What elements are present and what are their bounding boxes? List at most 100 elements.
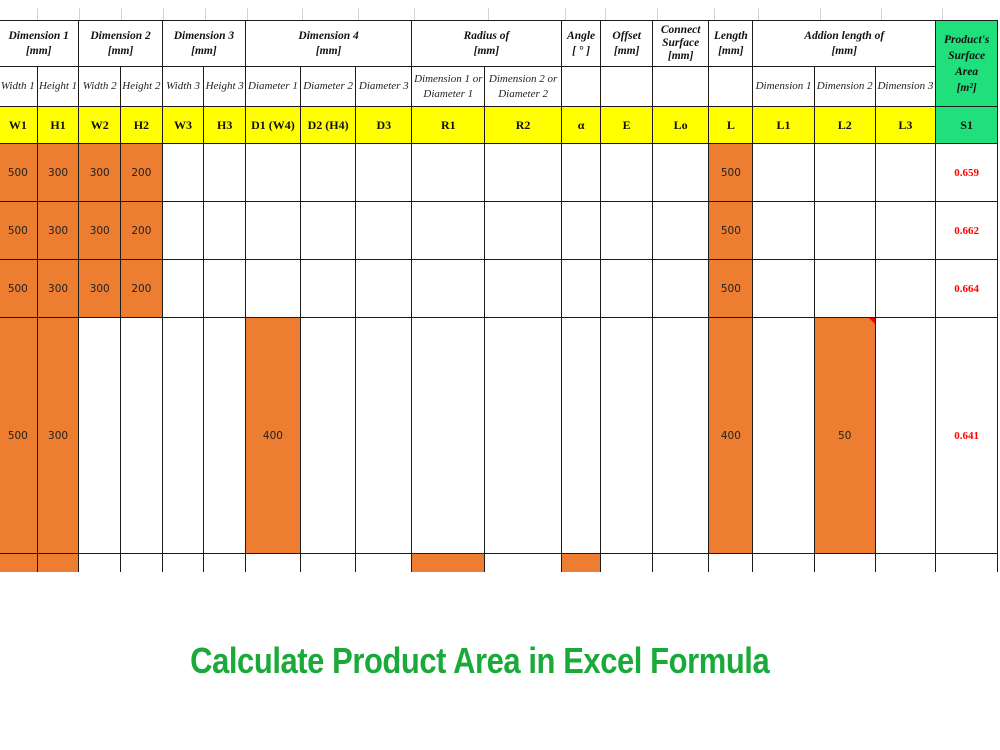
- cell-l1[interactable]: [752, 201, 815, 260]
- cell-d1[interactable]: [245, 259, 301, 318]
- cell-d1[interactable]: [245, 143, 301, 202]
- cell-w2[interactable]: [78, 317, 122, 554]
- cell-h2[interactable]: [120, 553, 163, 572]
- cell-alpha[interactable]: [560, 259, 602, 318]
- sub-diameter-2[interactable]: Diameter 2: [299, 66, 357, 107]
- cell-d3[interactable]: [355, 553, 413, 572]
- code-l3[interactable]: L3: [874, 106, 937, 144]
- code-l1[interactable]: L1: [752, 106, 815, 144]
- cell-lo[interactable]: [651, 317, 710, 554]
- cell-r2[interactable]: [484, 143, 562, 202]
- header-dimension-3[interactable]: Dimension 3 [mm]: [161, 20, 247, 67]
- sub-radius-dim-1[interactable]: Dimension 1 or Diameter 1: [411, 66, 486, 107]
- cell-s1[interactable]: [935, 553, 998, 572]
- cell-l1[interactable]: [752, 259, 815, 318]
- header-dimension-4[interactable]: Dimension 4 [mm]: [245, 20, 413, 67]
- cell-r1[interactable]: [411, 553, 486, 572]
- cell-e[interactable]: [600, 553, 653, 572]
- cell-h2[interactable]: 200: [120, 259, 163, 318]
- cell-lo[interactable]: [651, 143, 710, 202]
- code-h2[interactable]: H2: [120, 106, 163, 144]
- cell-w2[interactable]: [78, 553, 122, 572]
- cell-l[interactable]: [708, 553, 754, 572]
- cell-d3[interactable]: [355, 201, 413, 260]
- header-angle[interactable]: Angle [ ° ]: [560, 20, 602, 67]
- code-e[interactable]: E: [600, 106, 653, 144]
- header-addition-length[interactable]: Addion length of [mm]: [752, 20, 937, 67]
- cell-h1[interactable]: 300: [36, 143, 80, 202]
- code-d2[interactable]: D2 (H4): [299, 106, 357, 144]
- code-lo[interactable]: Lo: [651, 106, 710, 144]
- cell-r1[interactable]: [411, 259, 486, 318]
- cell-h1[interactable]: 300: [36, 317, 80, 554]
- sub-offset-empty[interactable]: [600, 66, 653, 107]
- cell-r2[interactable]: [484, 553, 562, 572]
- sub-width-2[interactable]: Width 2: [78, 66, 122, 107]
- cell-l3[interactable]: [874, 259, 937, 318]
- cell-lo[interactable]: [651, 553, 710, 572]
- cell-d2[interactable]: [299, 259, 357, 318]
- cell-d3[interactable]: [355, 259, 413, 318]
- cell-w2[interactable]: 300: [78, 259, 122, 318]
- sub-addition-dim-1[interactable]: Dimension 1: [752, 66, 815, 107]
- cell-r1[interactable]: [411, 201, 486, 260]
- cell-e[interactable]: [600, 317, 653, 554]
- cell-h2[interactable]: 200: [120, 143, 163, 202]
- cell-d1[interactable]: 400: [245, 317, 301, 554]
- cell-l1[interactable]: [752, 143, 815, 202]
- sub-angle-empty[interactable]: [560, 66, 602, 107]
- cell-h1[interactable]: 300: [36, 259, 80, 318]
- cell-w1[interactable]: 500: [0, 143, 38, 202]
- sub-height-2[interactable]: Height 2: [120, 66, 163, 107]
- sub-length-empty[interactable]: [708, 66, 754, 107]
- cell-h3[interactable]: [203, 317, 247, 554]
- cell-r2[interactable]: [484, 201, 562, 260]
- code-d1[interactable]: D1 (W4): [245, 106, 301, 144]
- cell-d1[interactable]: [245, 201, 301, 260]
- code-s1[interactable]: S1: [935, 106, 998, 144]
- code-r2[interactable]: R2: [484, 106, 562, 144]
- cell-e[interactable]: [600, 143, 653, 202]
- cell-e[interactable]: [600, 201, 653, 260]
- cell-lo[interactable]: [651, 201, 710, 260]
- cell-alpha[interactable]: [560, 317, 602, 554]
- header-connect-surface[interactable]: Connect Surface [mm]: [651, 20, 710, 67]
- header-length[interactable]: Length [mm]: [708, 20, 754, 67]
- sub-height-1[interactable]: Height 1: [36, 66, 80, 107]
- sub-connect-empty[interactable]: [651, 66, 710, 107]
- cell-h1[interactable]: [36, 553, 80, 572]
- cell-l[interactable]: 500: [708, 259, 754, 318]
- cell-d2[interactable]: [299, 553, 357, 572]
- cell-d3[interactable]: [355, 317, 413, 554]
- cell-l2[interactable]: [813, 259, 876, 318]
- code-r1[interactable]: R1: [411, 106, 486, 144]
- cell-w3[interactable]: [161, 317, 205, 554]
- cell-w1[interactable]: 500: [0, 201, 38, 260]
- cell-l1[interactable]: [752, 317, 815, 554]
- cell-h3[interactable]: [203, 201, 247, 260]
- code-h3[interactable]: H3: [203, 106, 247, 144]
- header-dimension-2[interactable]: Dimension 2 [mm]: [78, 20, 163, 67]
- cell-d2[interactable]: [299, 201, 357, 260]
- sub-width-3[interactable]: Width 3: [161, 66, 205, 107]
- cell-alpha[interactable]: [560, 143, 602, 202]
- cell-h2[interactable]: 200: [120, 201, 163, 260]
- cell-e[interactable]: [600, 259, 653, 318]
- cell-l3[interactable]: [874, 553, 937, 572]
- cell-s1-result[interactable]: 0.664: [935, 259, 998, 318]
- cell-l[interactable]: 500: [708, 143, 754, 202]
- cell-l[interactable]: 500: [708, 201, 754, 260]
- cell-w3[interactable]: [161, 553, 205, 572]
- cell-d2[interactable]: [299, 317, 357, 554]
- cell-d1[interactable]: [245, 553, 301, 572]
- code-l2[interactable]: L2: [813, 106, 876, 144]
- cell-l2-with-comment[interactable]: 50: [813, 317, 876, 554]
- header-radius[interactable]: Radius of [mm]: [411, 20, 562, 67]
- cell-h1[interactable]: 300: [36, 201, 80, 260]
- cell-r2[interactable]: [484, 259, 562, 318]
- cell-w1[interactable]: 500: [0, 259, 38, 318]
- cell-w3[interactable]: [161, 259, 205, 318]
- cell-r1[interactable]: [411, 317, 486, 554]
- cell-w3[interactable]: [161, 201, 205, 260]
- sub-diameter-1[interactable]: Diameter 1: [245, 66, 301, 107]
